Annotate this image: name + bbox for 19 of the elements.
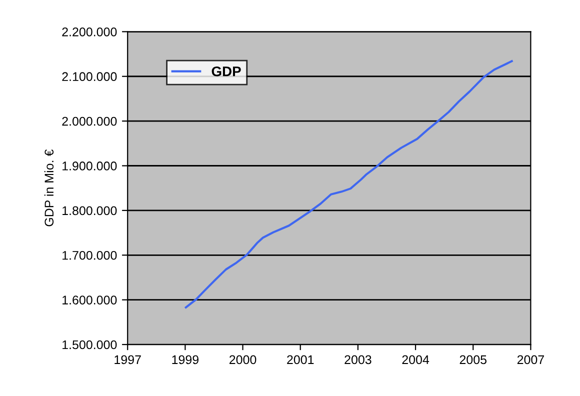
y-tick-label: 2.000.000 [62,116,117,126]
y-tick-label: 2.100.000 [62,72,117,82]
y-tick-label: 1.800.000 [62,206,117,216]
y-tick-label: 1.600.000 [62,296,117,304]
x-tick-label: 2003 [344,355,372,364]
y-tick-label: 1.700.000 [62,250,117,260]
y-tick-label: 1.900.000 [62,162,117,170]
x-tick-label: 2001 [287,355,314,364]
legend-label: GDP [212,66,241,76]
line-series [184,60,513,308]
x-tick-label: 2000 [230,355,256,364]
x-tick-label: 2004 [402,355,430,364]
y-tick-label: 1.500.000 [62,340,117,350]
y-tick-label: 2.200.000 [62,27,117,36]
x-tick-label: 1997 [114,355,141,364]
x-tick-label: 2007 [517,355,544,364]
y-axis-title: GDP in Mio. € [44,149,54,226]
x-tick-label: 1999 [172,355,198,364]
x-tick-label: 2005 [460,355,486,364]
